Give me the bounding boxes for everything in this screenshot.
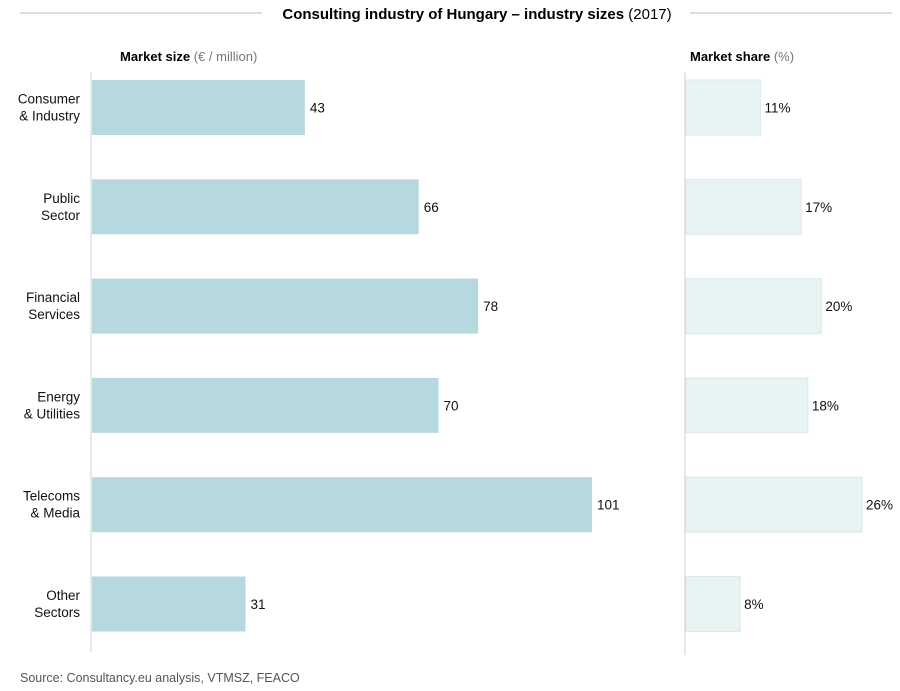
market-share-bars: 11% 17% 20% 18% 26% 8% — [685, 79, 893, 632]
market-share-value-label: 8% — [744, 597, 764, 612]
market-size-value-label: 31 — [250, 597, 265, 612]
market-size-bar — [92, 179, 419, 235]
category-label-line: Sector — [41, 208, 81, 223]
category-label-line: Public — [43, 191, 80, 206]
market-size-bar — [92, 477, 592, 533]
category-label: Public Sector — [41, 191, 81, 223]
market-size-header-unit: (€ / million) — [194, 49, 258, 64]
market-share-value-label: 17% — [805, 200, 832, 215]
category-label-line: Other — [46, 588, 80, 603]
market-size-header: Market size (€ / million) — [120, 49, 257, 64]
market-share-value-label: 26% — [866, 498, 893, 513]
source-note: Source: Consultancy.eu analysis, VTMSZ, … — [20, 671, 300, 685]
chart-title-year: (2017) — [628, 6, 671, 23]
market-share-bar — [685, 576, 741, 632]
category-label: Telecoms & Media — [23, 489, 81, 521]
market-size-value-label: 78 — [483, 299, 498, 314]
category-label-line: Consumer — [18, 92, 81, 107]
category-label-line: Telecoms — [23, 489, 80, 504]
market-size-value-label: 66 — [424, 200, 439, 215]
category-label: Other Sectors — [34, 588, 80, 620]
market-share-header: Market share (%) — [690, 49, 794, 64]
category-label: Consumer & Industry — [18, 92, 81, 124]
chart-title: Consulting industry of Hungary – industr… — [282, 6, 671, 23]
market-share-value-label: 11% — [764, 101, 790, 116]
category-label-line: & Media — [30, 506, 80, 521]
market-share-bar — [685, 278, 822, 335]
market-share-value-label: 20% — [825, 299, 852, 314]
market-size-header-main: Market size — [120, 49, 190, 64]
market-share-header-unit: (%) — [774, 49, 794, 64]
market-size-bar — [92, 80, 305, 135]
market-size-value-label: 70 — [444, 398, 459, 413]
category-label-line: & Industry — [19, 109, 80, 124]
market-size-value-label: 101 — [597, 498, 620, 513]
category-label-line: & Utilities — [24, 406, 81, 421]
market-share-bar — [685, 377, 809, 434]
market-size-value-label: 43 — [310, 101, 325, 116]
category-label-line: Sectors — [34, 605, 80, 620]
chart-title-main: Consulting industry of Hungary – industr… — [282, 6, 624, 23]
market-share-header-main: Market share — [690, 49, 770, 64]
category-label: Energy & Utilities — [24, 389, 81, 421]
category-labels: Consumer & Industry Public Sector Financial S… — [18, 92, 81, 621]
market-share-value-label: 18% — [812, 398, 839, 413]
market-size-bar — [92, 377, 439, 433]
market-share-bar — [685, 178, 802, 235]
market-share-bar — [685, 476, 863, 533]
category-label-line: Financial — [26, 290, 80, 305]
category-label-line: Energy — [37, 389, 80, 404]
market-size-bar — [92, 278, 479, 334]
market-size-bars: 43 66 78 70 101 31 — [92, 80, 620, 632]
category-label: Financial Services — [26, 290, 80, 322]
market-size-bar — [92, 576, 246, 632]
category-label-line: Services — [28, 307, 80, 322]
market-share-bar — [685, 79, 761, 136]
